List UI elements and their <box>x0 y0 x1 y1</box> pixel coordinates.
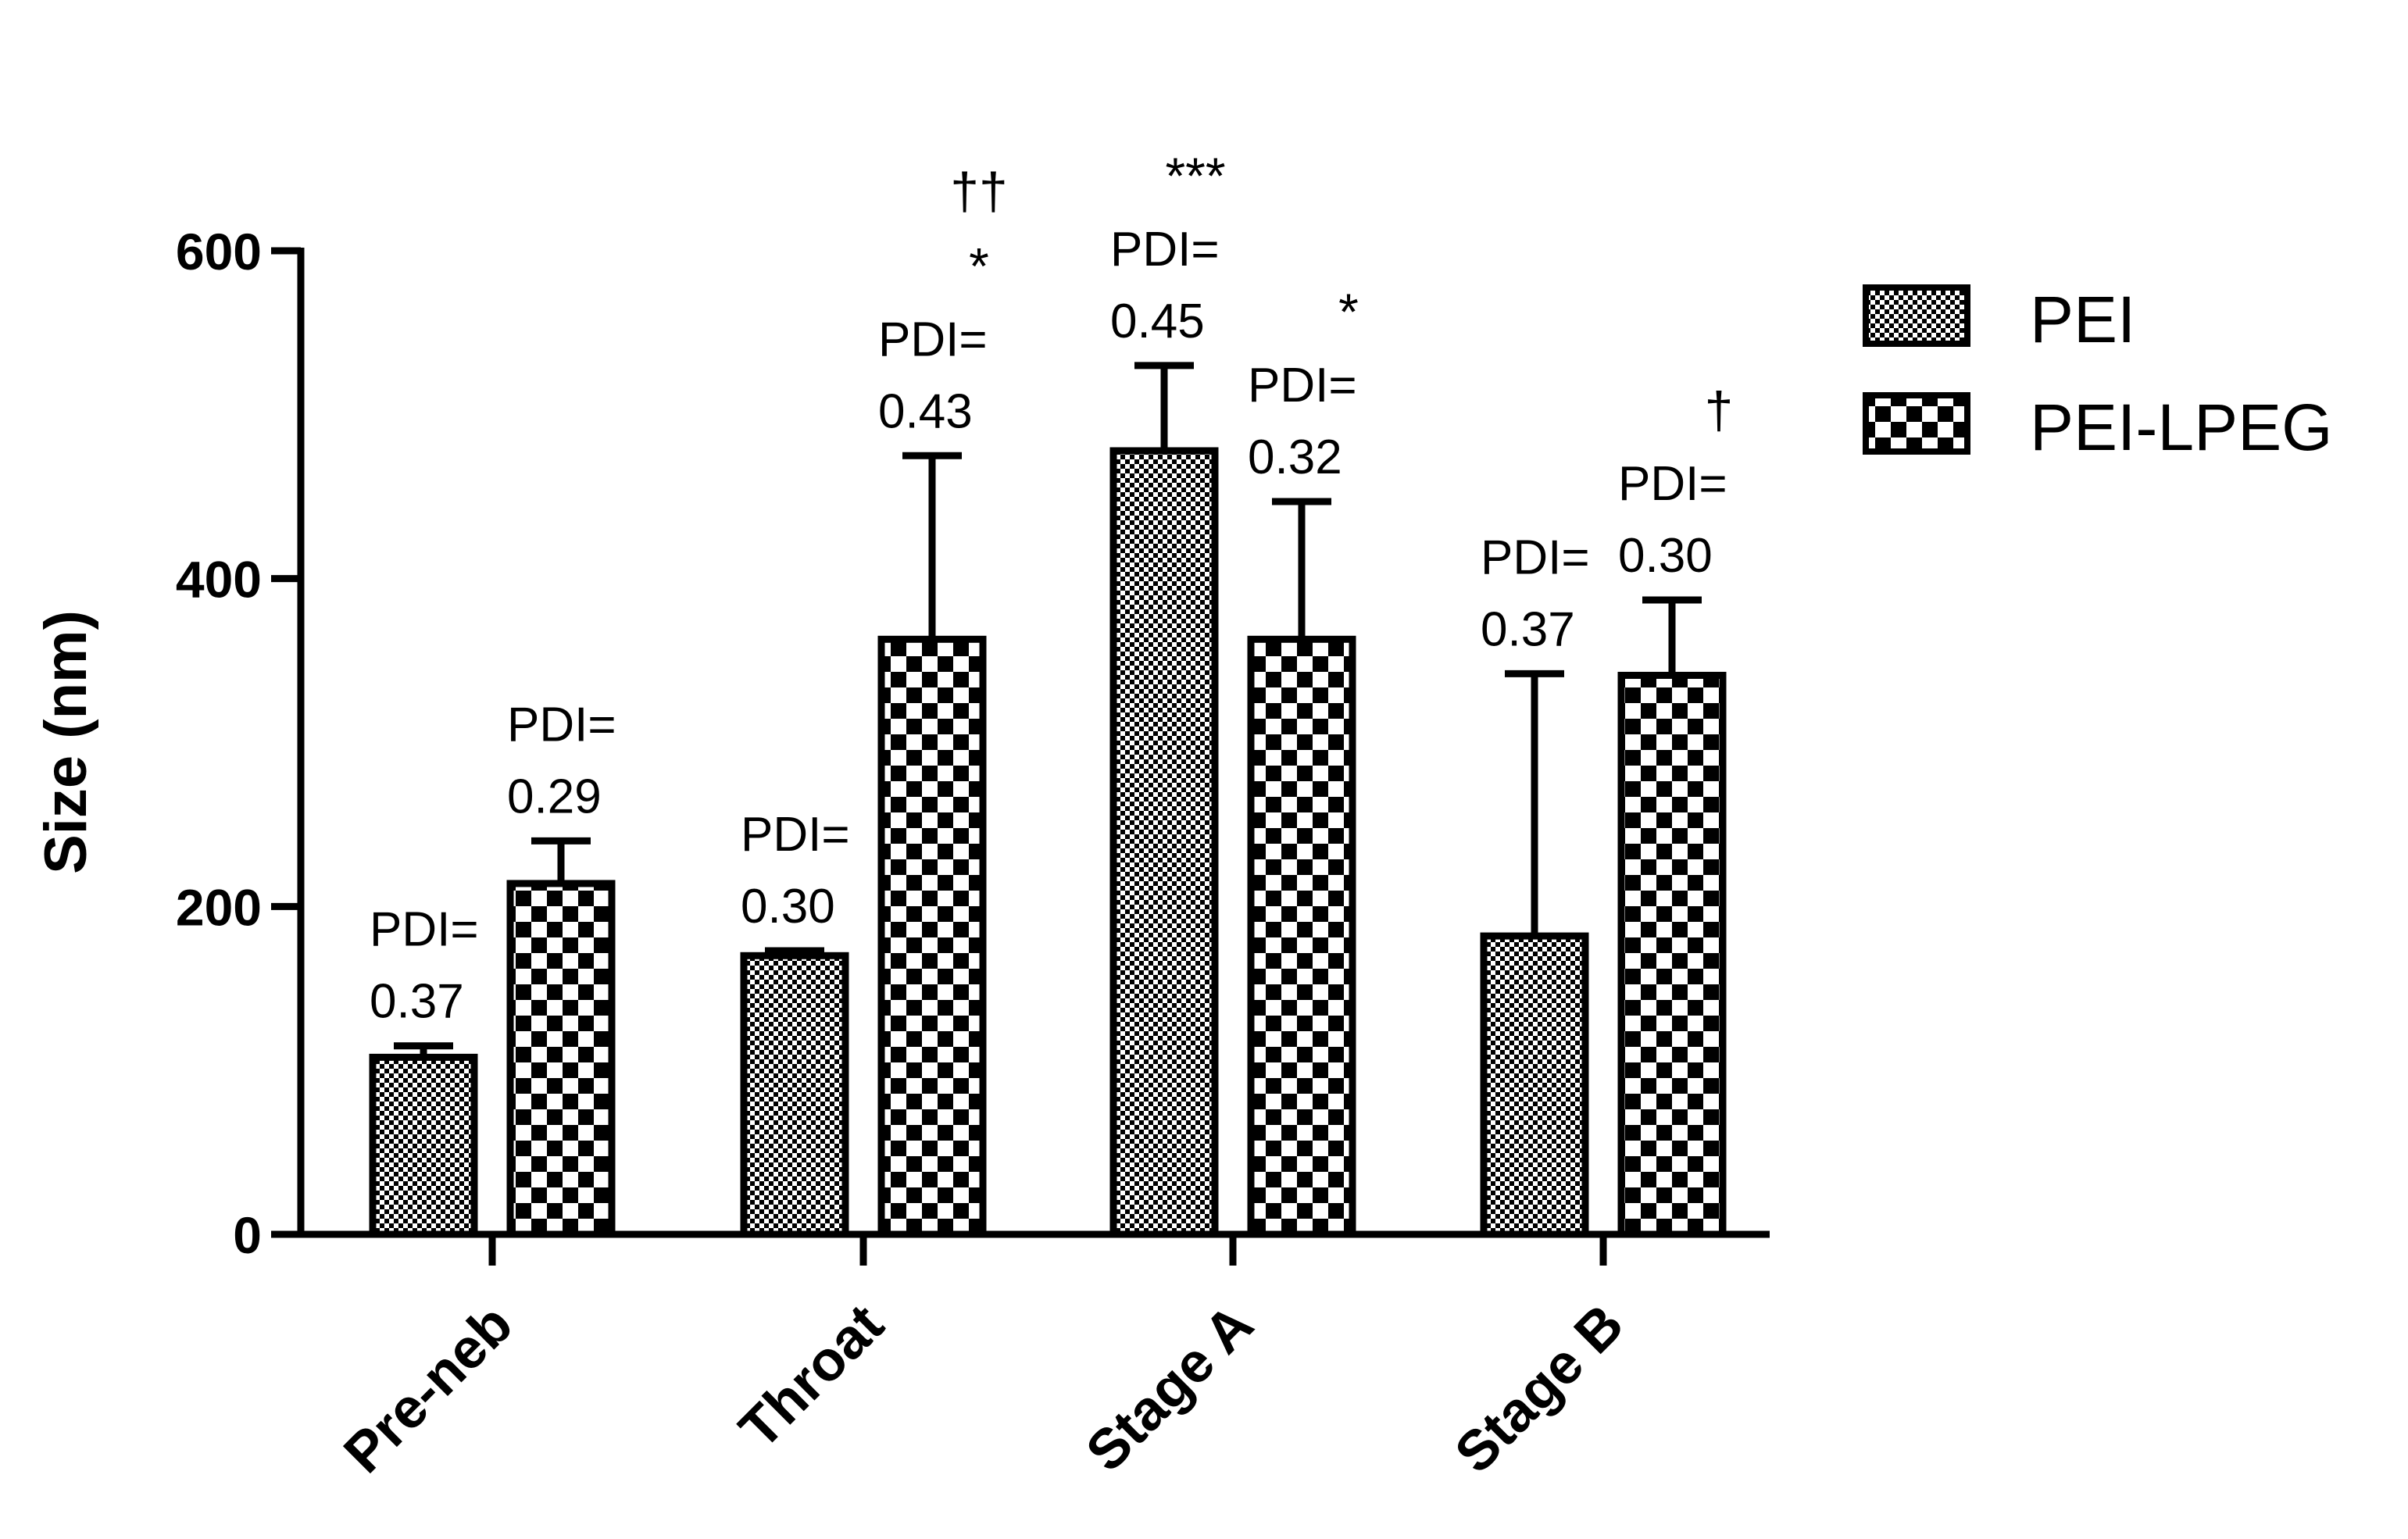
x-category-label: Stage B <box>1443 1293 1635 1485</box>
pdi-annotation: 0.29 <box>507 770 602 823</box>
pdi-annotation: PDI= <box>741 808 850 862</box>
pdi-annotation: PDI= <box>1110 223 1220 277</box>
legend-label-pei-lpeg: PEI-LPEG <box>2030 391 2332 464</box>
legend-swatch-pei <box>1863 284 1970 347</box>
x-axis-labels: Pre-neb Throat Stage A Stage B <box>332 1234 1635 1485</box>
bar-pei-stage-b <box>1480 932 1589 1238</box>
pdi-annotation: 0.37 <box>370 975 464 1029</box>
bar-pei-lpeg-pre-neb <box>506 880 616 1238</box>
pdi-annotation: 0.30 <box>1618 529 1713 583</box>
pdi-annotation: PDI= <box>370 903 479 957</box>
bar-pei-lpeg-throat <box>877 635 987 1238</box>
annotations: PDI= 0.37 PDI= 0.30 PDI= 0.45 *** PDI= 0.37 PDI= 0… <box>370 147 1733 1029</box>
pdi-annotation: PDI= <box>1618 457 1727 511</box>
pdi-annotation: PDI= <box>1248 359 1357 412</box>
x-category-label: Throat <box>727 1293 895 1461</box>
y-tick-label: 400 <box>176 551 262 609</box>
significance-marker: †† <box>950 162 1007 220</box>
y-tick-label: 600 <box>176 223 262 280</box>
pdi-annotation: 0.32 <box>1248 430 1342 484</box>
bar-pei-pre-neb <box>369 1053 478 1238</box>
pdi-annotation: PDI= <box>1481 530 1590 584</box>
bar-pei-throat <box>740 952 849 1238</box>
y-axis-ticks: 0 200 400 600 <box>176 223 301 1264</box>
y-tick-label: 0 <box>233 1206 262 1264</box>
legend: PEI PEI-LPEG <box>1863 283 2332 464</box>
significance-marker: *** <box>1165 147 1225 205</box>
pdi-annotation: 0.30 <box>741 880 835 934</box>
significance-marker: * <box>969 237 989 295</box>
bar-pei-lpeg-stage-a <box>1247 635 1356 1238</box>
pdi-annotation: 0.45 <box>1110 295 1205 348</box>
error-bars <box>394 362 1702 1058</box>
pdi-annotation: PDI= <box>878 312 988 366</box>
significance-marker: † <box>1705 381 1734 439</box>
legend-swatch-pei-lpeg <box>1863 392 1970 455</box>
pdi-annotation: 0.37 <box>1481 602 1575 656</box>
bar-pei-lpeg-stage-b <box>1617 671 1727 1238</box>
x-category-label: Pre-neb <box>332 1293 524 1485</box>
significance-marker: * <box>1338 283 1359 341</box>
x-category-label: Stage A <box>1074 1293 1265 1484</box>
y-tick-label: 200 <box>176 878 262 936</box>
pdi-annotation: 0.43 <box>878 384 973 438</box>
pdi-annotation: PDI= <box>507 698 616 752</box>
y-axis-label: Size (nm) <box>33 610 99 874</box>
bar-pei-stage-a <box>1109 447 1219 1238</box>
legend-label-pei: PEI <box>2030 283 2135 356</box>
